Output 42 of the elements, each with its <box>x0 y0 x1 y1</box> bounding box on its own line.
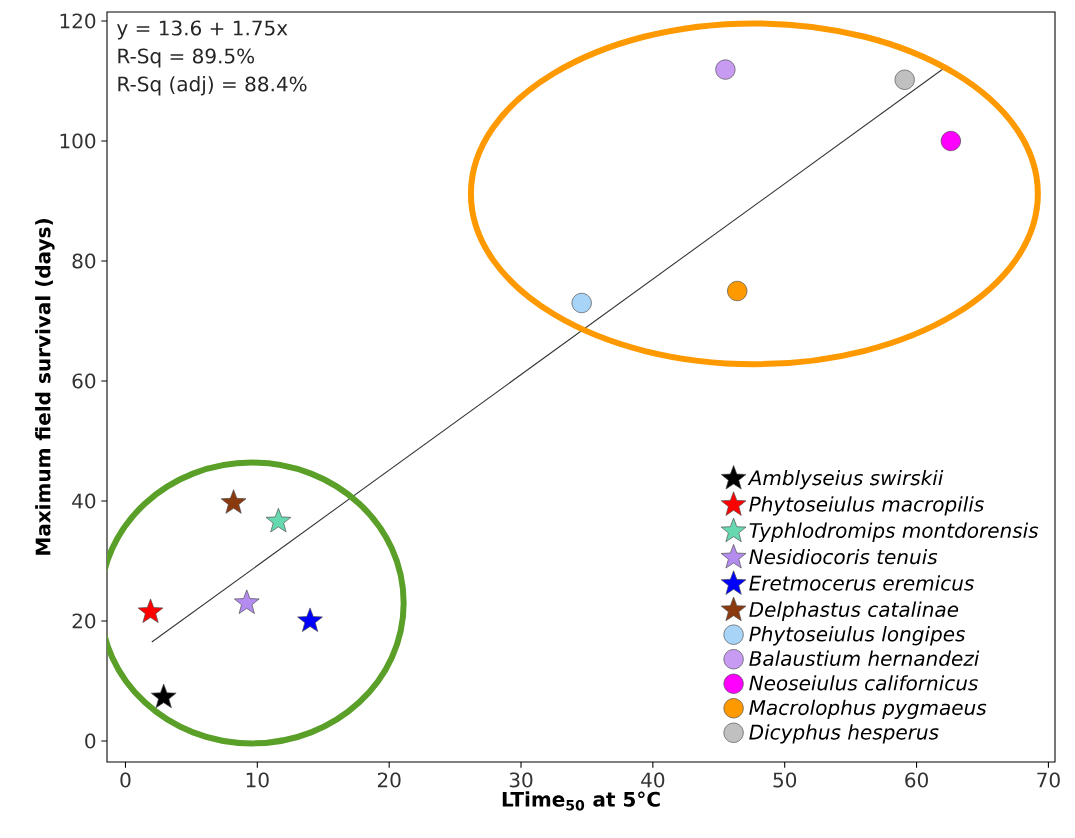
x-tick-label: 60 <box>905 772 928 788</box>
y-tick-label: 120 <box>60 13 96 29</box>
y-tick-label: 100 <box>60 133 96 149</box>
x-tick-label: 10 <box>246 772 269 788</box>
point <box>727 280 748 302</box>
y-axis-title: Maximum field survival (days) <box>35 219 55 555</box>
legend-label: Eretmocerus eremicus <box>749 575 974 591</box>
legend-label: Nesidiocoris tenuis <box>749 548 938 565</box>
x-tick-label: 70 <box>1037 772 1060 788</box>
x-tick-label: 40 <box>641 772 665 788</box>
annotation: y = 13.6 + 1.75x <box>117 20 288 40</box>
legend-label: Macrolophus pygmaeus <box>749 699 987 720</box>
y-tick-label: 20 <box>72 613 96 629</box>
legend-label: Phytoseiulus macropilis <box>749 496 984 516</box>
point <box>150 683 177 709</box>
point <box>234 589 260 614</box>
legend-label: Typhlodromips montdorensis <box>749 522 1039 542</box>
y-tick-label: 60 <box>72 373 96 389</box>
x-axis-title: LTime$_{50}$ at 5°C <box>502 791 660 811</box>
point <box>940 130 961 152</box>
point <box>894 69 915 90</box>
point <box>297 607 323 632</box>
point <box>137 598 164 623</box>
legend-label: Balaustium hernandezi <box>749 650 980 667</box>
x-tick-label: 0 <box>120 772 131 788</box>
y-tick-label: 0 <box>85 733 96 749</box>
legend-label: Dicyphus hesperus <box>749 724 939 744</box>
point <box>265 507 292 533</box>
x-tick-label: 20 <box>377 772 401 788</box>
point <box>715 59 736 80</box>
point <box>220 489 247 514</box>
x-tick-label: 50 <box>773 772 797 788</box>
y-tick-label: 80 <box>72 253 96 269</box>
annotation: R-Sq = 89.5% <box>118 48 255 68</box>
legend-label: Neoseiulus californicus <box>749 675 978 691</box>
point <box>571 292 592 314</box>
legend-label: Phytoseiulus longipes <box>749 626 966 646</box>
legend-label: Amblyseius swirskii <box>747 469 944 490</box>
annotation: R-Sq (adj) = 88.4% <box>118 76 307 96</box>
x-tick-label: 30 <box>509 772 533 788</box>
y-tick-label: 40 <box>72 493 96 509</box>
legend-label: Delphastus catalinae <box>749 601 959 621</box>
